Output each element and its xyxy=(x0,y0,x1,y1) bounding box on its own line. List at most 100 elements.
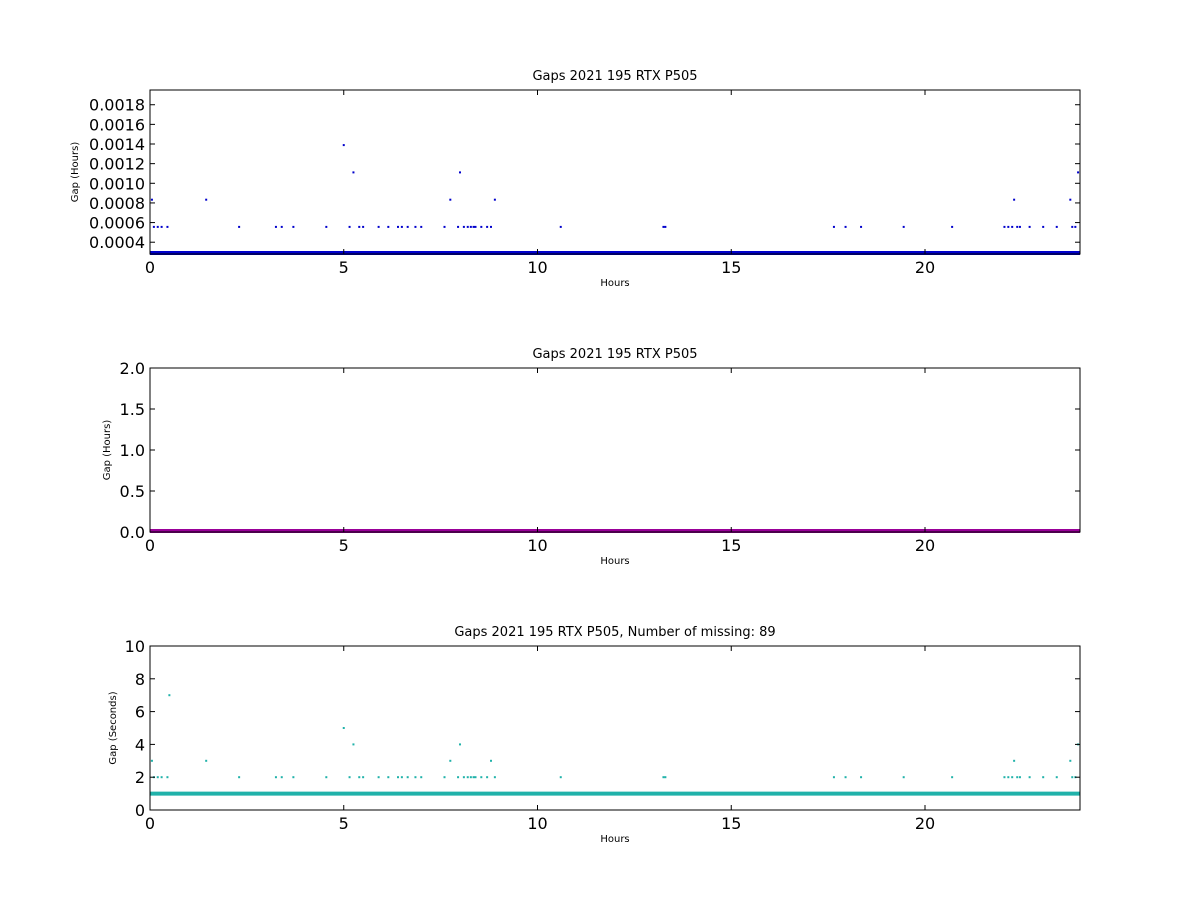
panel-1-title: Gaps 2021 195 RTX P505 xyxy=(532,69,697,84)
panel-1-point xyxy=(493,198,496,201)
panel-1-point xyxy=(1003,225,1006,228)
panel-1-point xyxy=(348,225,351,228)
panel-1-point xyxy=(662,225,665,228)
panel-3-point xyxy=(860,776,863,779)
panel-3-point xyxy=(490,759,492,762)
panel-3-point xyxy=(832,776,835,779)
panel-3-point xyxy=(397,776,399,779)
panel-3-point xyxy=(486,776,489,779)
panel-3-xtick-label: 5 xyxy=(339,814,349,833)
panel-3-point xyxy=(1028,776,1031,779)
panel-3-point xyxy=(358,776,361,779)
panel-3-point xyxy=(420,776,423,779)
panel-3-point xyxy=(902,776,905,779)
panel-2-xlabel: Hours xyxy=(600,556,629,567)
panel-3-point xyxy=(1007,776,1010,779)
panel-3-point xyxy=(1011,776,1014,779)
panel-1-point xyxy=(1074,225,1077,228)
panel-2-ytick-label: 1.0 xyxy=(120,441,145,460)
panel-3-ytick-label: 0 xyxy=(135,801,145,820)
panel-3-xlabel: Hours xyxy=(600,834,629,845)
panel-3-title: Gaps 2021 195 RTX P505, Number of missin… xyxy=(454,625,775,640)
panel-3-point xyxy=(348,776,351,779)
panel-3: Gaps 2021 195 RTX P505, Number of missin… xyxy=(108,625,1081,845)
panel-1-point xyxy=(166,225,169,228)
panel-3-point xyxy=(493,776,496,779)
panel-3-point xyxy=(664,776,667,779)
panel-1-frame xyxy=(149,89,1081,255)
panel-1-point xyxy=(1042,225,1045,228)
panel-1-point xyxy=(449,198,452,201)
panel-1-point xyxy=(362,225,365,228)
panel-3-frame xyxy=(149,645,1081,811)
panel-2-xtick-label: 15 xyxy=(721,536,741,555)
panel-3-point xyxy=(449,759,452,762)
panel-1-point xyxy=(400,225,403,228)
panel-3-point xyxy=(466,776,469,779)
panel-3-ticks: 0 5 10 15 20 0 2 4 6 8 10 xyxy=(125,637,1080,833)
panel-1-point xyxy=(280,225,283,228)
panel-3-point xyxy=(274,776,277,779)
panel-1-xtick-label: 20 xyxy=(915,258,935,277)
panel-3-point xyxy=(325,776,328,779)
panel-1-point xyxy=(443,225,446,228)
panel-1-point xyxy=(832,225,835,228)
panel-3-ytick-label: 10 xyxy=(125,637,145,656)
panel-3-point xyxy=(480,776,483,779)
panel-1-ytick-label: 0.0006 xyxy=(89,214,145,233)
panel-3-point xyxy=(342,727,345,729)
panel-3-point xyxy=(406,776,409,779)
panel-3-point xyxy=(459,743,461,746)
panel-1-point xyxy=(292,225,295,228)
panel-1-point xyxy=(238,225,241,228)
panel-1-point xyxy=(1055,225,1058,228)
panel-1-xtick-label: 10 xyxy=(527,258,547,277)
panel-1-point xyxy=(160,225,163,228)
panel-1-point xyxy=(397,225,399,228)
panel-3-marks xyxy=(150,694,1080,796)
panel-3-point xyxy=(205,759,208,762)
panel-1-point xyxy=(1013,198,1016,201)
panel-2: Gaps 2021 195 RTX P505 Hours Gap (Hours)… xyxy=(102,347,1081,567)
panel-1-ytick-label: 0.0004 xyxy=(89,233,145,252)
panel-1-point xyxy=(480,225,483,228)
panel-3-point xyxy=(457,776,460,779)
panel-3-point xyxy=(160,776,163,779)
panel-3-point xyxy=(156,776,159,779)
panel-1-point xyxy=(664,225,667,228)
panel-3-point xyxy=(168,694,171,697)
panel-1-point xyxy=(1069,198,1072,201)
panel-1-ytick-label: 0.0008 xyxy=(89,194,145,213)
panel-3-point xyxy=(559,776,562,779)
panel-1-point xyxy=(1077,171,1080,174)
panel-2-xtick-label: 0 xyxy=(145,536,155,555)
panel-2-xtick-label: 5 xyxy=(339,536,349,555)
panel-2-ytick-label: 1.5 xyxy=(120,400,145,419)
panel-1-point xyxy=(486,225,489,228)
panel-3-point xyxy=(150,759,153,762)
panel-1-point xyxy=(1018,225,1021,228)
panel-1-point xyxy=(387,225,390,228)
panel-1-point xyxy=(414,225,417,228)
panel-3-xtick-label: 20 xyxy=(915,814,935,833)
panel-1-ytick-label: 0.0016 xyxy=(89,115,145,134)
panel-3-point xyxy=(443,776,446,779)
panel-1-point xyxy=(150,198,153,201)
panel-3-ytick-label: 6 xyxy=(135,703,145,722)
panel-3-point xyxy=(951,776,954,779)
panel-2-title: Gaps 2021 195 RTX P505 xyxy=(532,347,697,362)
panel-1-point xyxy=(844,225,847,228)
panel-1-ytick-label: 0.0010 xyxy=(89,174,145,193)
panel-3-point xyxy=(469,776,472,779)
panel-3-point xyxy=(238,776,241,779)
panel-1-point xyxy=(474,225,477,228)
panel-3-point xyxy=(472,776,475,779)
panel-1-xtick-label: 0 xyxy=(145,258,155,277)
panel-1-xtick-label: 5 xyxy=(339,258,349,277)
panel-1-point xyxy=(860,225,863,228)
panel-1-xtick-label: 15 xyxy=(721,258,741,277)
panel-3-ytick-label: 4 xyxy=(135,735,145,754)
panel-1-ytick-label: 0.0012 xyxy=(89,155,145,174)
